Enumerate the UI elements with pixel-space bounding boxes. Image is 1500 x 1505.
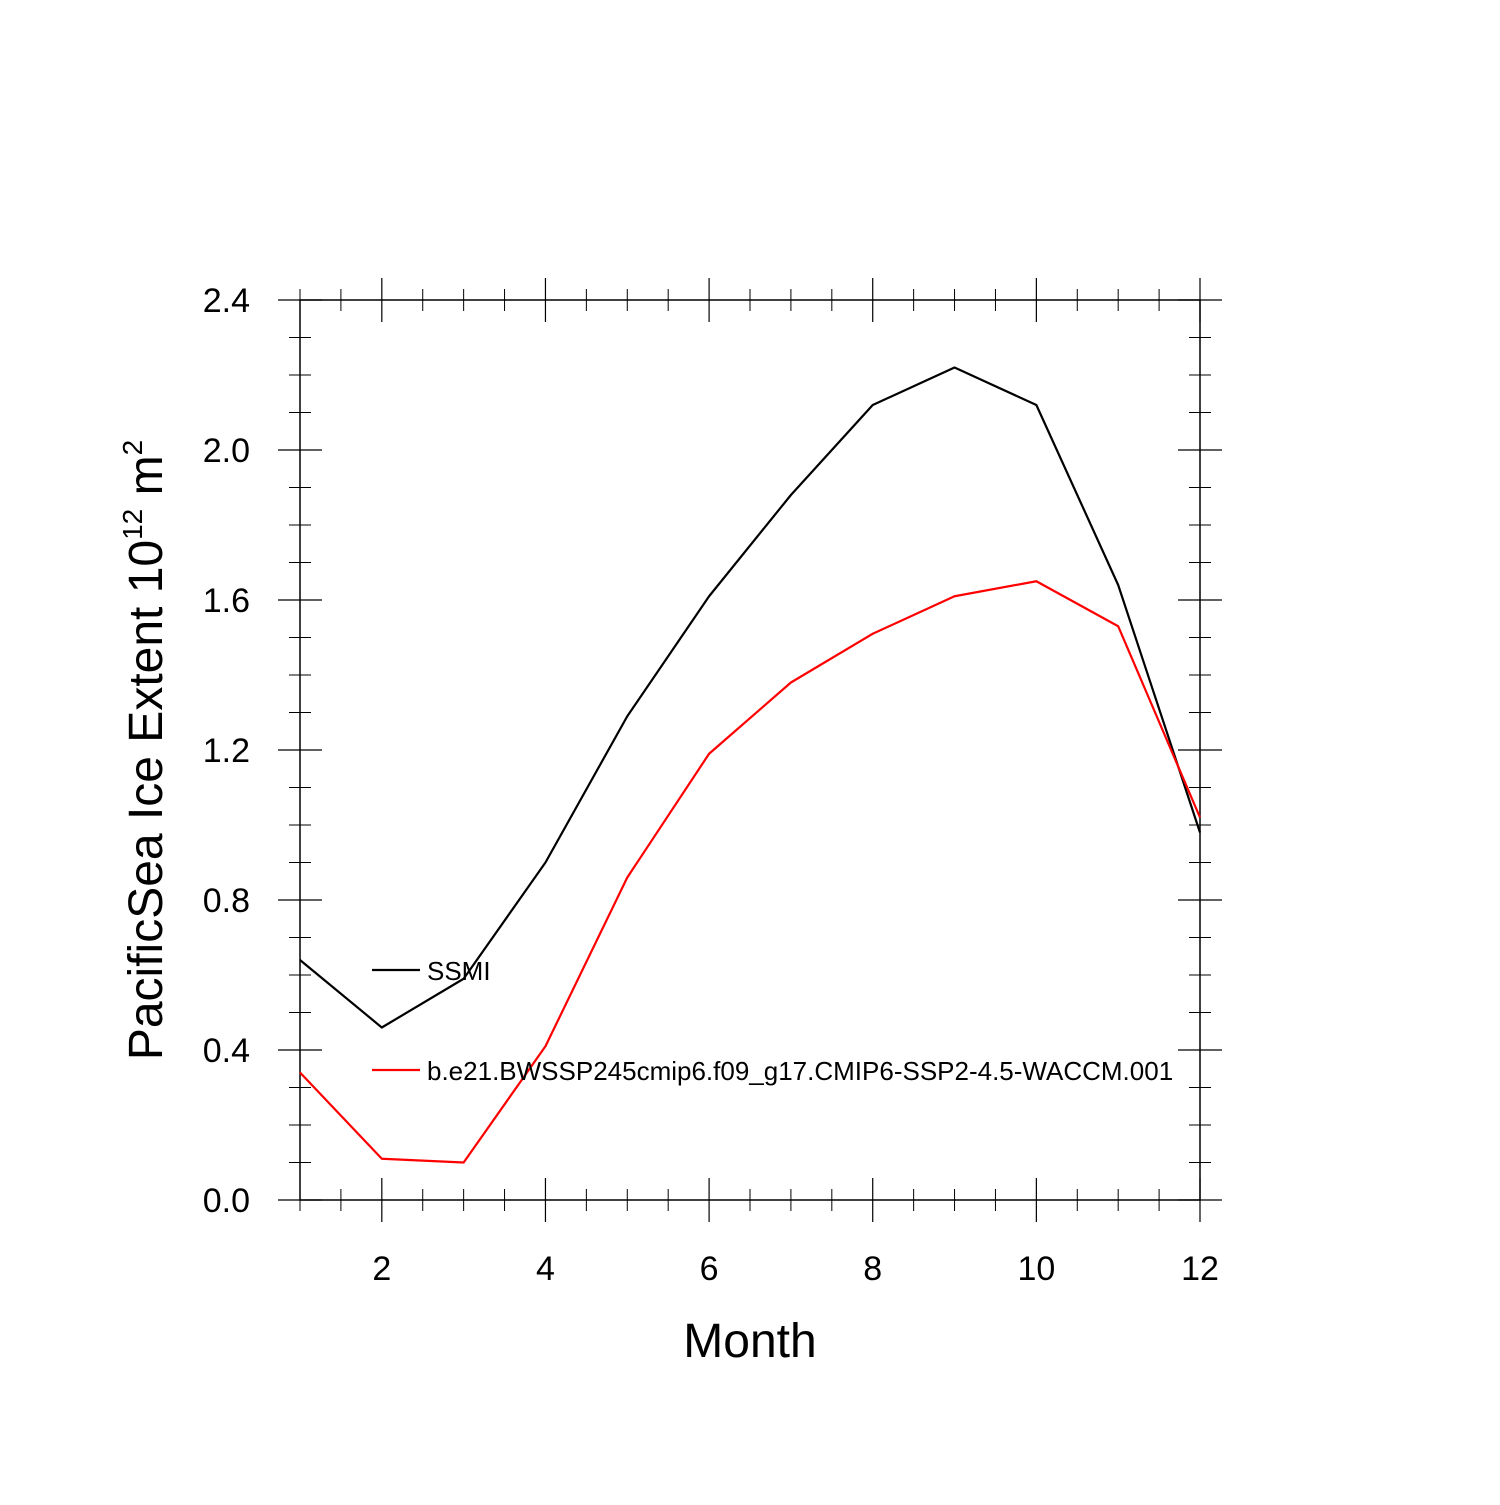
legend-label-1: SSMI xyxy=(427,956,491,986)
y-axis-title-unit: m xyxy=(120,455,173,508)
x-tick-label: 10 xyxy=(1017,1250,1055,1288)
y-tick-label: 0.8 xyxy=(203,882,250,920)
y-axis-title-unit-exponent: 2 xyxy=(117,440,148,456)
plot-frame xyxy=(299,299,1201,1201)
series-lines xyxy=(299,366,1202,1164)
y-tick-label: 2.0 xyxy=(203,432,250,470)
tick-labels: 2 4 6 8 10 12 0.0 0.4 0.8 1.2 1.6 2.0 2.4 xyxy=(203,282,1219,1288)
x-axis-title: Month xyxy=(683,1315,816,1368)
legend: SSMI b.e21.BWSSP245cmip6.f09_g17.CMIP6-SS… xyxy=(372,956,1173,1086)
y-axis-title: PacificSea Ice Extent 1012 m2 xyxy=(117,440,173,1060)
y-tick-label: 1.2 xyxy=(203,732,250,770)
y-axis-title-prefix: PacificSea Ice Extent 10 xyxy=(120,540,173,1060)
x-tick-label: 4 xyxy=(536,1250,555,1288)
x-tick-label: 12 xyxy=(1181,1250,1219,1288)
x-tick-label: 2 xyxy=(372,1250,391,1288)
x-tick-label: 6 xyxy=(700,1250,719,1288)
y-axis-title-exponent: 12 xyxy=(117,509,148,540)
x-tick-label: 8 xyxy=(863,1250,882,1288)
series-line-1 xyxy=(299,366,1202,1029)
y-tick-label: 0.4 xyxy=(203,1032,250,1070)
y-tick-label: 1.6 xyxy=(203,582,250,620)
y-tick-label: 2.4 xyxy=(203,282,250,320)
y-tick-label: 0.0 xyxy=(203,1182,250,1220)
series-line-2 xyxy=(299,580,1202,1164)
legend-label-2: b.e21.BWSSP245cmip6.f09_g17.CMIP6-SSP2-4… xyxy=(427,1056,1173,1086)
